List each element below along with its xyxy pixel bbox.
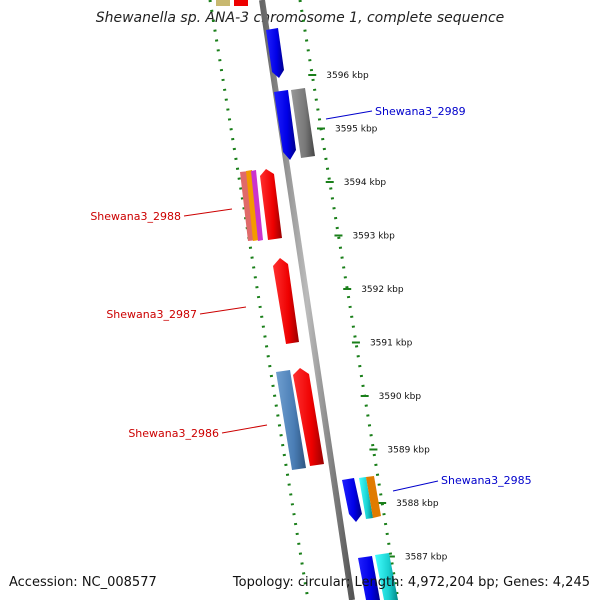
gene-shewana3-2989[interactable] — [291, 88, 315, 158]
tick-label: 3588 kbp — [396, 499, 439, 509]
gene-shewana3-2985[interactable] — [366, 476, 381, 518]
callout-2987 — [199, 306, 247, 315]
inner-tick-ring — [208, 0, 310, 600]
gene-shewana3-2987[interactable] — [273, 258, 299, 344]
gene-segment-orange[interactable] — [246, 170, 259, 241]
tick-label: 3589 kbp — [387, 446, 430, 456]
label-shewana3-2987[interactable]: Shewana3_2987 — [106, 308, 197, 321]
outer-tick-ring — [298, 0, 400, 600]
tick-label: 3593 kbp — [352, 232, 395, 242]
topology-text: Topology: circular; Length: 4,972,204 bp… — [232, 575, 590, 590]
tick-label: 3596 kbp — [326, 71, 369, 81]
tick-label: 3595 kbp — [335, 125, 378, 135]
label-shewana3-2989[interactable]: Shewana3_2989 — [375, 105, 466, 118]
gene-partial-top-1 — [216, 0, 230, 6]
gene-forward-block[interactable] — [274, 90, 296, 160]
gene-red-2[interactable] — [293, 368, 324, 466]
tick-label: 3587 kbp — [405, 553, 448, 563]
label-shewana3-2986[interactable]: Shewana3_2986 — [128, 427, 219, 440]
callout-2986 — [221, 424, 268, 434]
tick-label: 3590 kbp — [379, 392, 422, 402]
gene-shewana3-2988[interactable] — [251, 170, 263, 241]
accession-text: Accession: NC_008577 — [9, 575, 157, 590]
tick-labels: 3596 kbp 3595 kbp 3594 kbp 3593 kbp 3592 kbp… — [308, 71, 448, 563]
gene-cyan-bottom[interactable] — [375, 553, 398, 600]
callout-2985 — [392, 480, 439, 492]
callout-2989 — [325, 110, 373, 120]
gene-cyan-1[interactable] — [359, 477, 373, 519]
gene-forward-arrow[interactable] — [266, 28, 284, 78]
map-title: Shewanella sp. ANA-3 chromosome 1, compl… — [95, 10, 505, 26]
gene-partial-top-2 — [234, 0, 248, 6]
chromosome-backbone — [259, 0, 355, 600]
gene-red-1[interactable] — [260, 169, 282, 240]
gene-shewana3-2986[interactable] — [276, 370, 306, 470]
label-shewana3-2988[interactable]: Shewana3_2988 — [90, 210, 181, 223]
tick-label: 3594 kbp — [344, 178, 387, 188]
callout-2988 — [183, 208, 233, 217]
gene-forward-bottom[interactable] — [358, 556, 380, 600]
tick-label: 3592 kbp — [361, 285, 404, 295]
label-shewana3-2985[interactable]: Shewana3_2985 — [441, 474, 532, 487]
tick-label: 3591 kbp — [370, 339, 413, 349]
gene-forward-block-2[interactable] — [342, 478, 362, 522]
